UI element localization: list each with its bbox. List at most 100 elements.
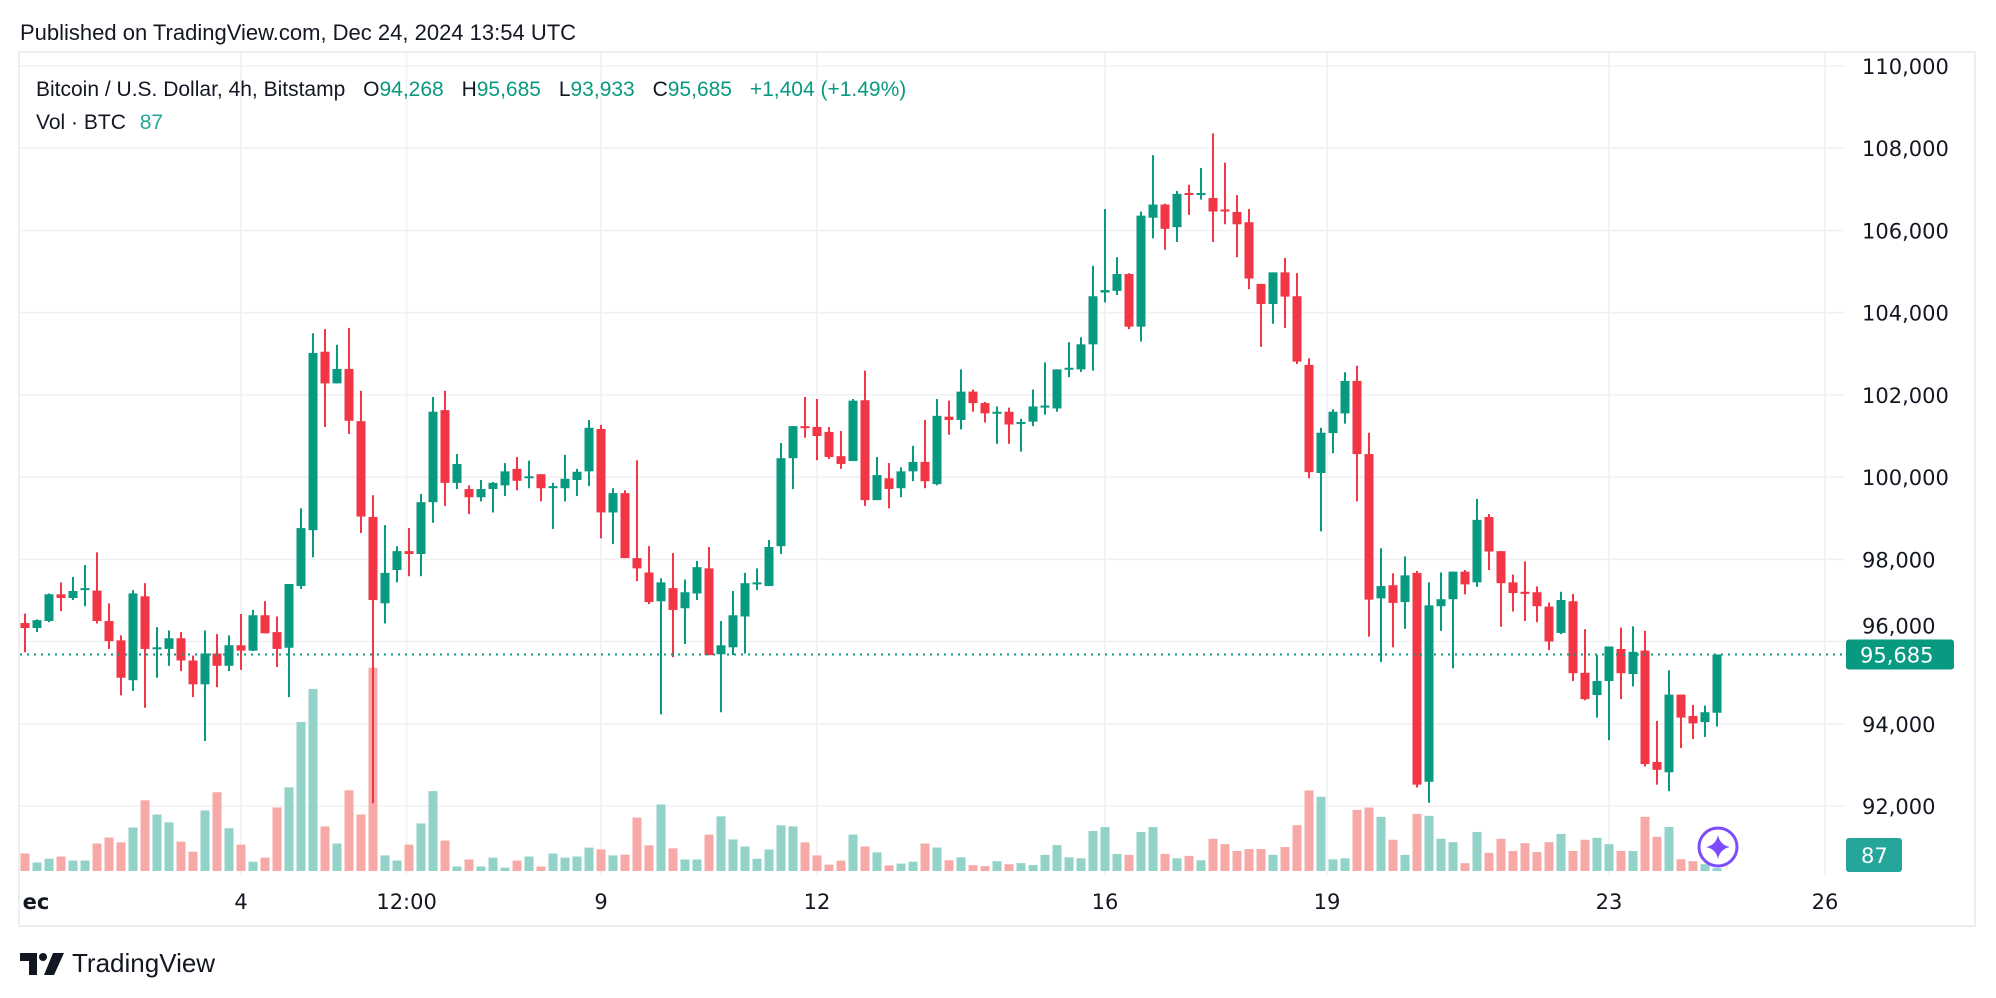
candle-down <box>596 429 606 513</box>
candle-up <box>152 647 162 650</box>
candle-down <box>236 645 246 651</box>
candle-up <box>848 400 858 462</box>
time-tick-label: 4 <box>234 890 247 914</box>
volume-bar <box>92 843 102 871</box>
candle-up <box>752 582 762 585</box>
candle-up <box>248 615 258 651</box>
symbol-title: Bitcoin / U.S. Dollar, 4h, Bitstamp <box>36 78 346 101</box>
candle-up <box>1400 575 1410 603</box>
volume-bar <box>932 847 942 871</box>
price-tick-label: 96,000 <box>1862 615 1935 639</box>
volume-bar <box>1700 864 1710 871</box>
volume-bar <box>752 858 762 871</box>
candle-down <box>704 568 714 656</box>
candle-up <box>548 486 558 489</box>
candle-up <box>1340 380 1350 414</box>
volume-bar <box>800 842 810 871</box>
volume-bar <box>848 834 858 871</box>
volume-bar <box>572 856 582 871</box>
axis-badges: 95,685 87 <box>1846 639 1954 872</box>
volume-bar <box>860 846 870 871</box>
price-axis: 110,000 108,000 106,000 104,000 102,000 100,0… <box>1862 55 1949 819</box>
candle-down <box>344 368 354 421</box>
candle-down <box>668 588 678 610</box>
volume-bar <box>1652 836 1662 871</box>
volume-bar <box>980 866 990 871</box>
volume-bar <box>632 817 642 871</box>
volume-bar <box>488 857 498 871</box>
candle-up <box>908 461 918 472</box>
volume-bar <box>908 861 918 871</box>
candle-down <box>320 351 330 384</box>
volume-bar <box>812 855 822 871</box>
volume-bar <box>560 857 570 871</box>
volume-bar <box>1016 863 1026 871</box>
time-tick-label: 12:00 <box>376 890 437 914</box>
candle-down <box>1460 571 1470 585</box>
candle-down <box>968 391 978 404</box>
volume-bar <box>668 848 678 871</box>
volume-bar <box>764 849 774 871</box>
candle-down <box>1004 411 1014 425</box>
volume-bars <box>20 667 1722 871</box>
volume-bar <box>1280 847 1290 871</box>
candle-down <box>212 653 222 666</box>
volume-bar <box>176 841 186 871</box>
candle-up <box>1592 681 1602 695</box>
candle-down <box>884 478 894 490</box>
volume-bar <box>272 807 282 871</box>
candle-up <box>560 478 570 489</box>
volume-bar <box>692 859 702 871</box>
candle-up <box>308 352 318 531</box>
candle-down <box>440 410 450 483</box>
volume-bar <box>536 866 546 871</box>
volume-legend: Vol · BTC 87 <box>36 111 163 135</box>
candle-up <box>476 489 486 498</box>
candle-up <box>1436 599 1446 607</box>
candle-up <box>1076 344 1086 370</box>
candle-down <box>1388 585 1398 603</box>
candle-down <box>1220 209 1230 212</box>
volume-bar <box>1076 858 1086 871</box>
candle-down <box>620 493 630 559</box>
volume-bar <box>740 846 750 871</box>
candle-up <box>1448 571 1458 600</box>
candle-down <box>1688 715 1698 724</box>
candle-up <box>452 463 462 483</box>
candle-up <box>200 653 210 685</box>
volume-bar <box>152 814 162 871</box>
volume-bar <box>1220 844 1230 871</box>
candle-down <box>1412 572 1422 785</box>
volume-bar <box>500 867 510 871</box>
price-tick-label: 102,000 <box>1862 384 1949 408</box>
volume-bar <box>284 787 294 871</box>
candle-down <box>56 594 66 598</box>
change-value: +1,404 (+1.49%) <box>749 78 907 101</box>
volume-bar <box>1304 790 1314 871</box>
volume-bar <box>332 843 342 871</box>
candle-down <box>512 468 522 481</box>
candle-down <box>1532 592 1542 607</box>
volume-bar <box>1004 864 1014 871</box>
volume-label: Vol · BTC <box>36 111 126 134</box>
volume-bar <box>620 854 630 871</box>
tradingview-logo[interactable]: TradingView <box>20 948 215 979</box>
candle-up <box>1136 215 1146 327</box>
volume-bar <box>116 842 126 871</box>
volume-bar <box>428 791 438 871</box>
volume-bar <box>188 851 198 871</box>
sparkle-icon[interactable] <box>1697 826 1739 868</box>
volume-bar <box>1196 860 1206 871</box>
candle-down <box>1544 606 1554 642</box>
candle-up <box>128 593 138 681</box>
volume-bar <box>1604 844 1614 871</box>
volume-bar <box>1712 868 1722 871</box>
volume-bar <box>548 853 558 871</box>
grid-lines <box>20 53 1845 875</box>
candle-down <box>188 660 198 685</box>
candle-up <box>896 471 906 489</box>
candle-down <box>920 461 930 482</box>
volume-bar <box>1688 861 1698 871</box>
volume-bar <box>1172 858 1182 871</box>
